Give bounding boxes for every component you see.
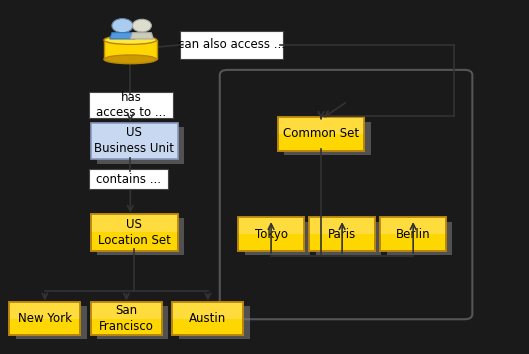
FancyBboxPatch shape xyxy=(387,222,452,255)
FancyBboxPatch shape xyxy=(179,306,250,339)
FancyBboxPatch shape xyxy=(91,214,178,233)
FancyBboxPatch shape xyxy=(172,322,243,335)
Circle shape xyxy=(132,19,151,32)
Polygon shape xyxy=(104,40,157,59)
FancyBboxPatch shape xyxy=(309,217,375,234)
FancyBboxPatch shape xyxy=(172,302,243,335)
Text: US
Location Set: US Location Set xyxy=(98,218,171,247)
FancyBboxPatch shape xyxy=(97,306,168,339)
FancyBboxPatch shape xyxy=(380,217,446,251)
Polygon shape xyxy=(130,33,153,39)
FancyBboxPatch shape xyxy=(91,302,162,335)
Circle shape xyxy=(112,19,133,33)
FancyBboxPatch shape xyxy=(10,302,80,335)
FancyBboxPatch shape xyxy=(380,238,446,251)
FancyBboxPatch shape xyxy=(238,217,304,234)
FancyBboxPatch shape xyxy=(91,237,178,251)
FancyBboxPatch shape xyxy=(278,138,364,151)
Text: Berlin: Berlin xyxy=(396,228,431,241)
Polygon shape xyxy=(110,33,135,39)
Text: Tokyo: Tokyo xyxy=(254,228,288,241)
FancyBboxPatch shape xyxy=(10,322,80,335)
FancyBboxPatch shape xyxy=(15,306,87,339)
FancyBboxPatch shape xyxy=(309,238,375,251)
FancyBboxPatch shape xyxy=(380,217,446,234)
FancyBboxPatch shape xyxy=(91,302,162,319)
Text: Austin: Austin xyxy=(189,312,226,325)
FancyBboxPatch shape xyxy=(284,121,371,155)
Text: San
Francisco: San Francisco xyxy=(99,304,154,333)
FancyBboxPatch shape xyxy=(244,222,311,255)
FancyBboxPatch shape xyxy=(10,302,80,319)
FancyBboxPatch shape xyxy=(91,214,178,251)
FancyBboxPatch shape xyxy=(91,122,178,159)
FancyBboxPatch shape xyxy=(278,117,364,134)
FancyBboxPatch shape xyxy=(97,127,184,164)
FancyBboxPatch shape xyxy=(97,218,184,255)
Text: New York: New York xyxy=(18,312,72,325)
FancyBboxPatch shape xyxy=(309,217,375,251)
FancyBboxPatch shape xyxy=(238,217,304,251)
Text: Common Set: Common Set xyxy=(283,127,359,141)
FancyBboxPatch shape xyxy=(91,322,162,335)
Text: contains ...: contains ... xyxy=(96,173,161,185)
FancyBboxPatch shape xyxy=(238,238,304,251)
Text: has
access to ...: has access to ... xyxy=(96,91,167,119)
FancyBboxPatch shape xyxy=(315,222,381,255)
Text: Paris: Paris xyxy=(328,228,356,241)
Text: US
Business Unit: US Business Unit xyxy=(94,126,174,155)
FancyBboxPatch shape xyxy=(89,169,168,189)
FancyBboxPatch shape xyxy=(89,92,174,118)
FancyBboxPatch shape xyxy=(180,30,283,59)
FancyBboxPatch shape xyxy=(278,117,364,151)
Ellipse shape xyxy=(104,55,157,64)
Ellipse shape xyxy=(104,36,157,44)
Text: can also access ...: can also access ... xyxy=(178,38,285,51)
FancyBboxPatch shape xyxy=(172,302,243,319)
